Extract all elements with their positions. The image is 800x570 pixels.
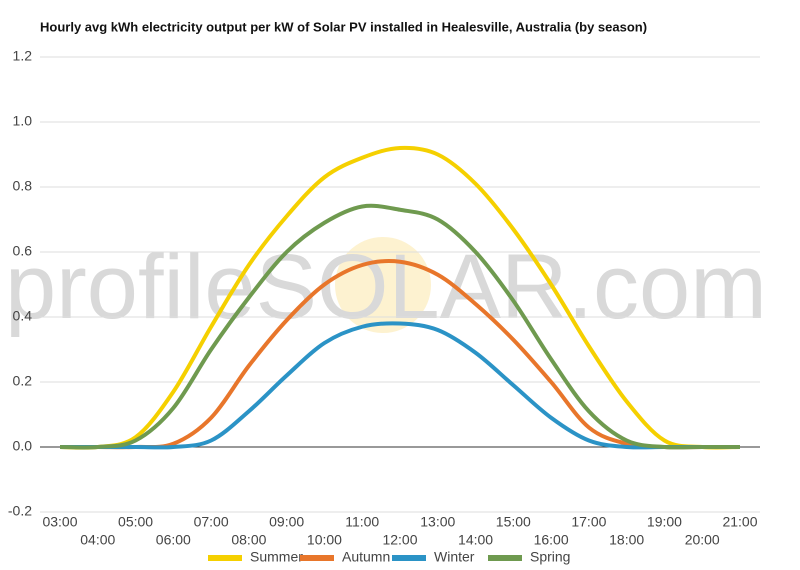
- y-tick-label: 0.2: [13, 373, 33, 389]
- x-tick-label: 16:00: [534, 532, 569, 548]
- y-tick-label: 1.2: [13, 48, 33, 64]
- legend-item: Winter: [392, 549, 475, 565]
- y-tick-label: -0.2: [8, 503, 32, 519]
- x-tick-label: 11:00: [345, 514, 379, 530]
- x-tick-label: 14:00: [458, 532, 493, 548]
- x-tick-label: 06:00: [156, 532, 191, 548]
- x-tick-label: 18:00: [609, 532, 644, 548]
- series-line: [60, 259, 740, 450]
- legend-swatch: [208, 555, 242, 561]
- y-tick-label: 0.8: [13, 178, 33, 194]
- y-tick-label: 1.0: [13, 113, 33, 129]
- x-tick-label: 20:00: [685, 532, 720, 548]
- x-tick-label: 09:00: [269, 514, 304, 530]
- series-line: [60, 321, 740, 450]
- legend-swatch: [488, 555, 522, 561]
- x-tick-label: 19:00: [647, 514, 682, 530]
- x-tick-label: 21:00: [722, 514, 757, 530]
- y-tick-label: 0.4: [13, 308, 33, 324]
- watermark: profileSOLAR.com: [5, 236, 767, 338]
- x-tick-label: 08:00: [231, 532, 266, 548]
- x-tick-label: 10:00: [307, 532, 342, 548]
- legend-swatch: [300, 555, 334, 561]
- series-line: [59, 145, 741, 450]
- legend-label: Autumn: [342, 549, 390, 565]
- legend-label: Spring: [530, 549, 570, 565]
- x-tick-label: 17:00: [571, 514, 606, 530]
- legend-label: Summer: [250, 549, 303, 565]
- x-tick-label: 05:00: [118, 514, 153, 530]
- series-line: [59, 203, 740, 450]
- x-tick-label: 13:00: [420, 514, 455, 530]
- y-tick-label: 0.0: [13, 438, 33, 454]
- legend-label: Winter: [434, 549, 475, 565]
- x-tick-label: 04:00: [80, 532, 115, 548]
- legend-item: Spring: [488, 549, 570, 565]
- x-tick-label: 07:00: [194, 514, 229, 530]
- legend-item: Autumn: [300, 549, 390, 565]
- x-tick-label: 15:00: [496, 514, 531, 530]
- legend-item: Summer: [208, 549, 303, 565]
- x-tick-label: 03:00: [42, 514, 77, 530]
- y-tick-label: 0.6: [13, 243, 33, 259]
- x-tick-label: 12:00: [382, 532, 417, 548]
- legend-swatch: [392, 555, 426, 561]
- chart-title: Hourly avg kWh electricity output per kW…: [40, 19, 647, 34]
